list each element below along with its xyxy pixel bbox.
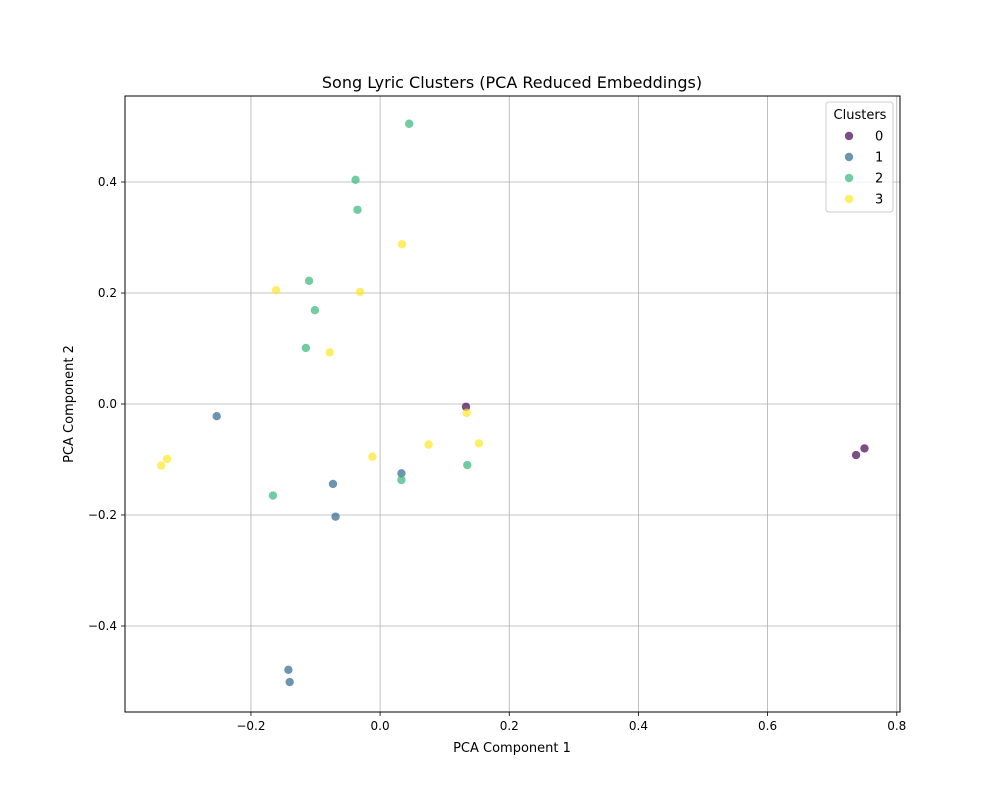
x-tick-label: 0.6 [758,719,777,733]
legend: Clusters 0 1 2 3 [825,101,894,213]
data-point-cluster-3 [325,348,334,357]
data-point-cluster-3 [474,439,484,448]
legend-label-cluster-0: 0 [875,130,883,145]
data-point-cluster-1 [331,512,340,521]
data-point-cluster-2 [353,205,362,214]
y-axis-label: PCA Component 2 [62,345,77,463]
x-tick-label: 0.2 [500,719,519,733]
data-point-cluster-3 [162,454,172,464]
x-tick-label: 0.4 [629,719,648,733]
x-ticks: −0.2 0.0 0.2 0.4 0.6 0.8 [236,712,906,733]
data-point-cluster-2 [404,119,414,128]
legend-marker-cluster-2 [844,173,854,183]
data-point-cluster-3 [355,287,365,297]
legend-marker-cluster-0 [844,131,854,141]
data-point-cluster-2 [397,475,406,485]
legend-marker-cluster-3 [844,194,854,204]
data-point-cluster-3 [424,440,433,449]
data-point-cluster-3 [462,408,471,418]
y-tick-label: 0.0 [98,397,117,411]
legend-marker-cluster-1 [844,152,854,162]
legend-label-cluster-1: 1 [875,151,883,166]
data-point-cluster-2 [301,343,311,353]
y-tick-label: −0.2 [88,508,117,522]
data-point-cluster-3 [368,452,377,461]
y-ticks: −0.4 −0.2 0.0 0.2 0.4 [88,175,125,633]
legend-label-cluster-2: 2 [875,172,883,187]
grid [125,96,900,712]
data-point-cluster-1 [284,665,293,675]
y-tick-label: 0.2 [98,286,117,300]
legend-box [825,101,894,213]
data-point-cluster-3 [156,461,166,470]
x-tick-label: 0.0 [371,719,390,733]
data-point-cluster-2 [463,460,472,470]
data-point-cluster-1 [397,469,406,478]
data-point-cluster-2 [304,276,314,285]
x-tick-label: 0.8 [887,719,906,733]
data-point-cluster-3 [397,239,407,249]
x-tick-label: −0.2 [236,719,265,733]
data-point-cluster-1 [285,677,294,687]
data-point-cluster-2 [268,491,278,500]
data-point-cluster-1 [328,479,338,489]
data-point-cluster-1 [212,412,221,421]
y-tick-label: 0.4 [98,175,117,189]
data-points [156,119,869,687]
data-point-cluster-0 [461,402,471,411]
legend-title: Clusters [834,108,887,123]
data-point-cluster-0 [851,450,861,460]
data-point-cluster-0 [860,444,869,453]
legend-label-cluster-3: 3 [875,193,883,208]
data-point-cluster-2 [351,175,360,184]
chart-title: Song Lyric Clusters (PCA Reduced Embeddi… [322,73,702,92]
data-point-cluster-2 [310,306,320,315]
y-tick-label: −0.4 [88,619,117,633]
x-axis-label: PCA Component 1 [453,741,571,756]
data-point-cluster-3 [271,286,281,295]
